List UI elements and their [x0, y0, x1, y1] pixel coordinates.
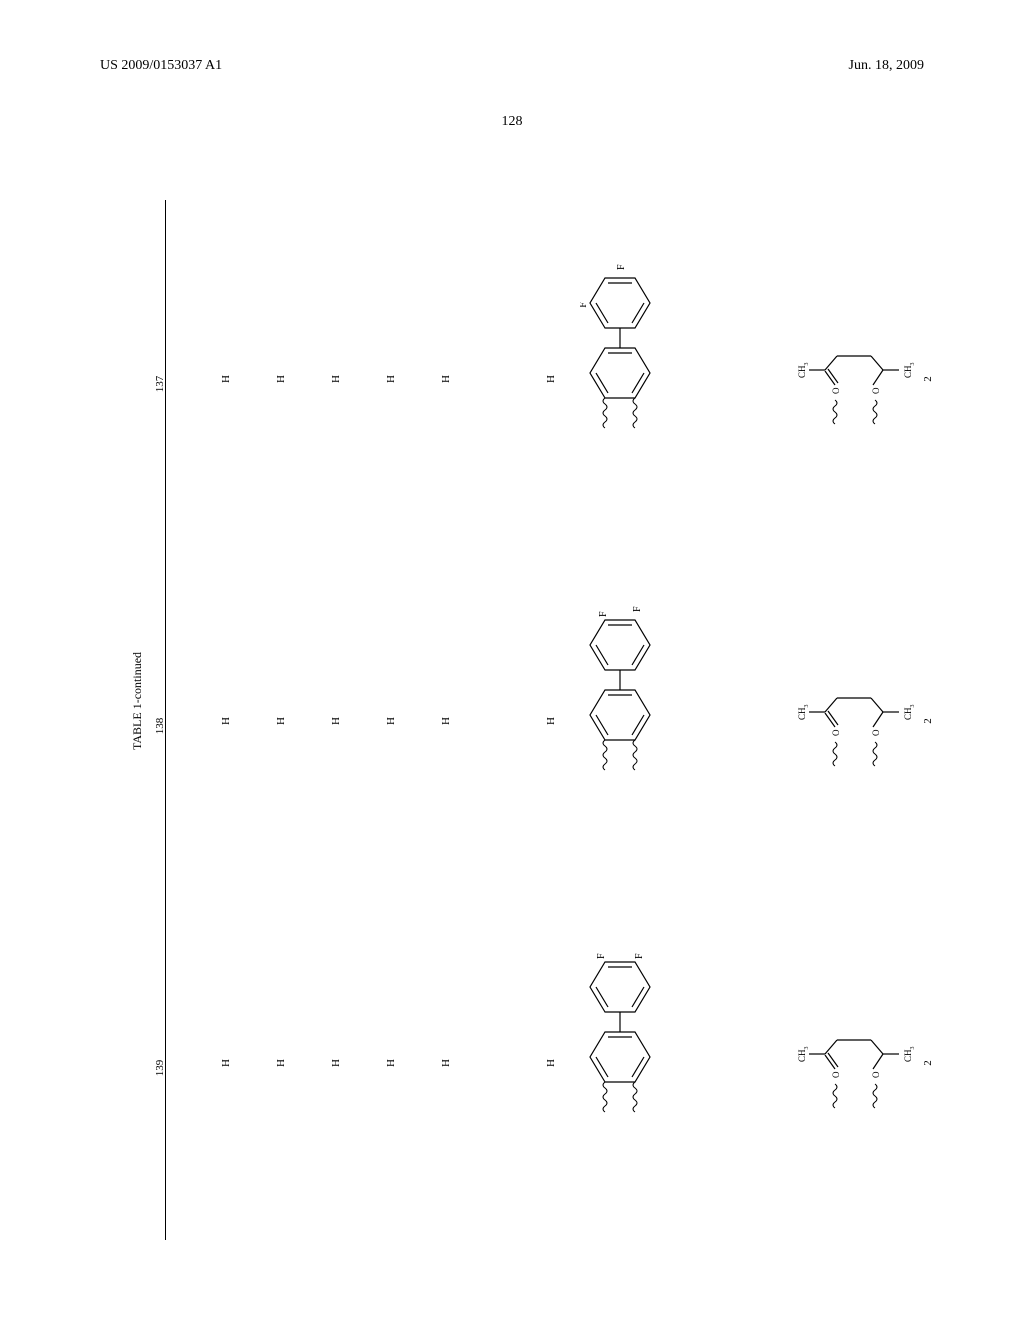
svg-text:O: O: [871, 387, 881, 394]
n-col: 2: [921, 718, 933, 724]
svg-text:CH3: CH3: [797, 1046, 810, 1062]
svg-text:F: F: [616, 264, 627, 270]
row-id: 138: [154, 706, 166, 746]
n-col: 2: [921, 376, 933, 382]
diketone-structure: O O CH3 CH3: [795, 286, 915, 471]
table-caption: TABLE 1-continued: [130, 652, 145, 750]
svg-text:O: O: [831, 1071, 841, 1078]
h-col: H: [330, 1059, 342, 1067]
svg-text:O: O: [831, 729, 841, 736]
row-id: 139: [154, 1048, 166, 1088]
publication-date: Jun. 18, 2009: [849, 58, 924, 74]
diketone-structure: O O CH3 CH3: [795, 970, 915, 1155]
table-row: 137 H H H H H H F: [170, 198, 850, 518]
svg-text:CH3: CH3: [797, 704, 810, 720]
h-col: H: [545, 375, 557, 383]
svg-text:CH3: CH3: [903, 1046, 915, 1062]
svg-text:CH3: CH3: [903, 362, 915, 378]
svg-text:CH3: CH3: [797, 362, 810, 378]
svg-text:O: O: [831, 387, 841, 394]
h-col: H: [330, 375, 342, 383]
h-col: H: [440, 1059, 452, 1067]
page-number: 128: [0, 114, 1024, 130]
page-header: US 2009/0153037 A1 Jun. 18, 2009: [0, 58, 1024, 74]
svg-text:F: F: [580, 302, 589, 308]
h-col: H: [385, 375, 397, 383]
table-row: 139 H H H H H H F F: [170, 882, 850, 1202]
diketone-structure: O O CH3 CH3: [795, 628, 915, 813]
svg-text:F: F: [634, 953, 645, 959]
svg-text:O: O: [871, 1071, 881, 1078]
biphenyl-structure: F F: [580, 600, 760, 825]
svg-text:F: F: [632, 606, 643, 612]
h-col: H: [275, 375, 287, 383]
h-col: H: [220, 375, 232, 383]
h-col: H: [385, 1059, 397, 1067]
h-col: H: [440, 717, 452, 725]
h-col: H: [275, 717, 287, 725]
biphenyl-structure: F F: [580, 942, 760, 1167]
publication-number: US 2009/0153037 A1: [100, 58, 222, 74]
h-col: H: [275, 1059, 287, 1067]
biphenyl-structure: F F: [580, 258, 760, 483]
svg-text:O: O: [871, 729, 881, 736]
n-col: 2: [921, 1060, 933, 1066]
h-col: H: [330, 717, 342, 725]
svg-text:F: F: [598, 611, 609, 617]
h-col: H: [385, 717, 397, 725]
h-col: H: [545, 717, 557, 725]
h-col: H: [545, 1059, 557, 1067]
row-id: 137: [154, 364, 166, 404]
h-col: H: [220, 717, 232, 725]
svg-text:CH3: CH3: [903, 704, 915, 720]
h-col: H: [440, 375, 452, 383]
svg-text:F: F: [596, 953, 607, 959]
table-row: 138 H H H H H H F F: [170, 540, 850, 860]
h-col: H: [220, 1059, 232, 1067]
